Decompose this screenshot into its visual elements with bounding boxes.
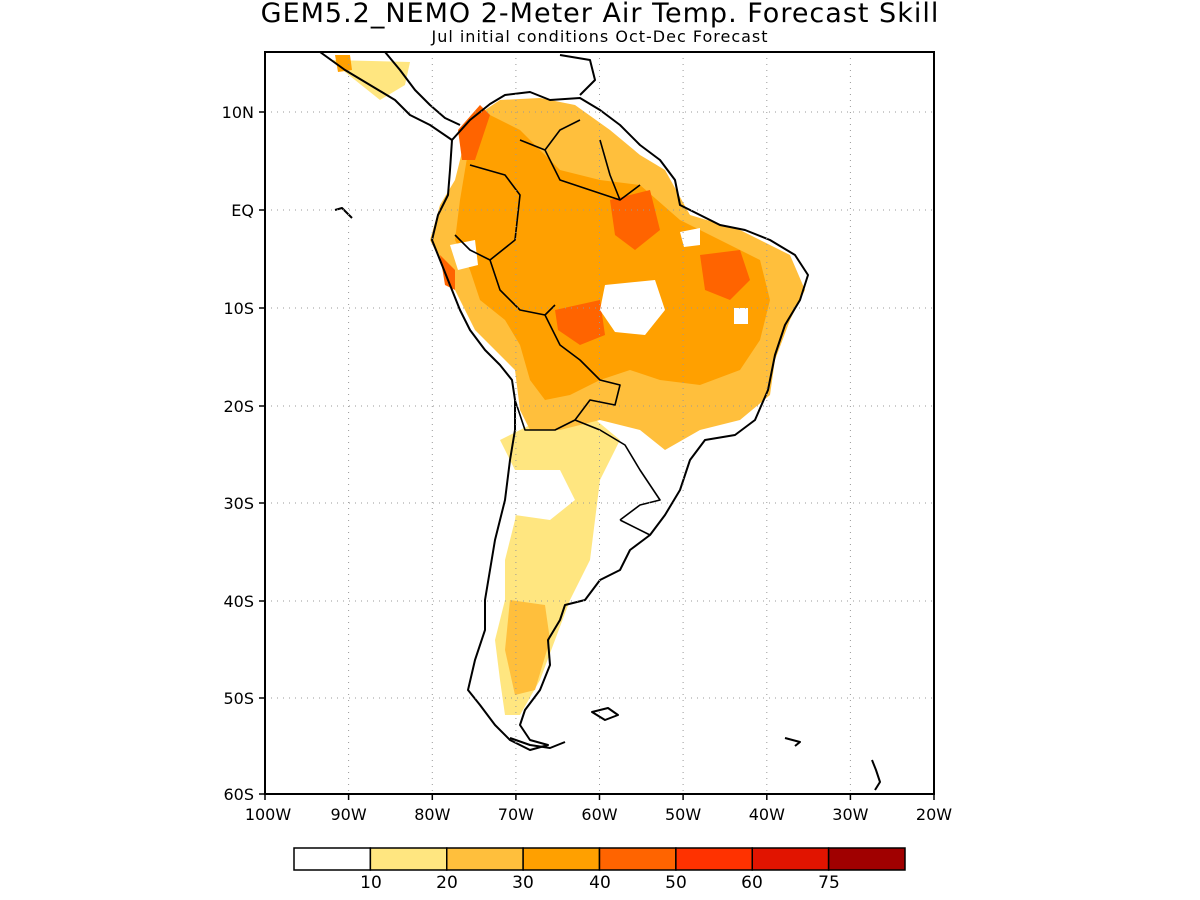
map-subtitle: Jul initial conditions Oct-Dec Forecast	[431, 27, 769, 46]
low-skill-area	[450, 240, 478, 270]
colorbar-boxes	[293, 847, 906, 871]
skill-band-40-50	[440, 255, 455, 290]
colorbar-label: 10	[360, 873, 382, 893]
skill-band-30-40	[335, 55, 352, 72]
central-america-coastline	[319, 52, 453, 141]
y-tick-label: 10S	[223, 299, 254, 318]
central-america-north-coast	[384, 52, 461, 126]
gridlines	[265, 52, 934, 794]
x-axis-labels: 100W 90W 80W 70W 60W 50W 40W 30W 20W	[245, 805, 952, 824]
country-borders	[454, 119, 661, 536]
y-axis-labels: 10N EQ 10S 20S 30S 40S 50S 60S	[222, 103, 254, 804]
map-plot-area	[319, 52, 881, 791]
galapagos-islands	[334, 207, 353, 219]
x-tick-label: 60W	[581, 805, 617, 824]
coastlines	[319, 52, 881, 791]
colorbar-box	[598, 847, 677, 871]
low-skill-area	[600, 280, 665, 335]
skill-band-30-40	[455, 115, 770, 400]
tick-marks	[259, 111, 935, 800]
colorbar-box	[751, 847, 830, 871]
colorbar-label: 20	[436, 873, 458, 893]
skill-band-40-50	[610, 190, 660, 250]
x-tick-label: 50W	[665, 805, 701, 824]
colorbar-label: 60	[741, 873, 763, 893]
y-tick-label: 60S	[223, 785, 254, 804]
skill-band-40-50	[458, 105, 490, 160]
colorbar-box	[293, 847, 372, 871]
x-tick-label: 80W	[414, 805, 450, 824]
colorbar-label: 40	[589, 873, 611, 893]
x-tick-label: 100W	[245, 805, 292, 824]
y-tick-label: 50S	[223, 689, 254, 708]
south-georgia	[784, 737, 801, 747]
low-skill-area	[734, 308, 748, 324]
colorbar-label: 50	[665, 873, 687, 893]
x-tick-label: 20W	[916, 805, 952, 824]
map-title: GEM5.2_NEMO 2-Meter Air Temp. Forecast S…	[260, 0, 940, 29]
falkland-islands	[591, 707, 619, 721]
x-tick-label: 30W	[832, 805, 868, 824]
colorbar-box	[522, 847, 601, 871]
colorbar-box	[675, 847, 753, 871]
low-skill-area	[680, 228, 700, 247]
caribbean-coast	[559, 54, 596, 96]
colorbar-box	[446, 847, 524, 871]
colorbar-labels: 10 20 30 40 50 60 75	[360, 873, 840, 893]
y-tick-label: 30S	[223, 494, 254, 513]
colorbar: 10 20 30 40 50 60 75	[293, 847, 906, 893]
x-tick-label: 40W	[749, 805, 785, 824]
south-america-coastline	[431, 91, 809, 751]
colorbar-box	[369, 847, 448, 871]
y-tick-label: EQ	[231, 201, 254, 220]
south-sandwich-islands	[871, 759, 881, 791]
skill-band-40-50	[555, 300, 605, 345]
x-tick-label: 70W	[498, 805, 534, 824]
low-skill-area	[515, 470, 575, 520]
colorbar-box	[827, 847, 906, 871]
x-tick-label: 90W	[331, 805, 367, 824]
skill-band-20-30	[505, 600, 550, 695]
skill-band-40-50	[700, 250, 750, 300]
skill-shading	[330, 55, 805, 715]
y-tick-label: 40S	[223, 592, 254, 611]
y-tick-label: 20S	[223, 397, 254, 416]
y-tick-label: 10N	[222, 103, 254, 122]
colorbar-label: 30	[512, 873, 534, 893]
colorbar-label: 75	[818, 873, 840, 893]
tierra-del-fuego	[509, 737, 566, 749]
